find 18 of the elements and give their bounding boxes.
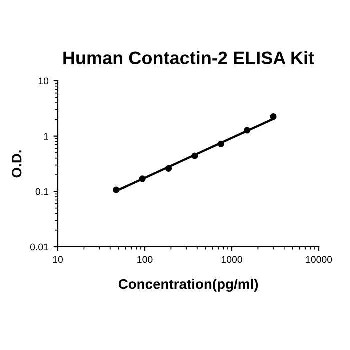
chart-title: Human Contactin-2 ELISA Kit: [64, 51, 314, 65]
y-tick-label: 0.01: [30, 244, 48, 251]
point: [113, 186, 120, 194]
point: [139, 176, 146, 182]
point: [218, 140, 224, 148]
point: [192, 152, 198, 160]
x-tick-label: 100: [138, 256, 153, 264]
x-tick-label: 10: [53, 256, 64, 264]
point: [270, 114, 277, 120]
x-axis-title: Concentration(pg/ml): [118, 278, 258, 292]
point: [244, 127, 251, 134]
y-tick-label: 0.1: [36, 188, 48, 196]
y-tick-label: 1: [44, 133, 48, 140]
x-tick-label: 1000: [222, 256, 242, 264]
x-tick-label: 10000: [306, 256, 332, 264]
y-tick-label: 10: [38, 78, 49, 85]
y-axis-title: O.D.: [12, 150, 22, 178]
point: [165, 165, 172, 172]
